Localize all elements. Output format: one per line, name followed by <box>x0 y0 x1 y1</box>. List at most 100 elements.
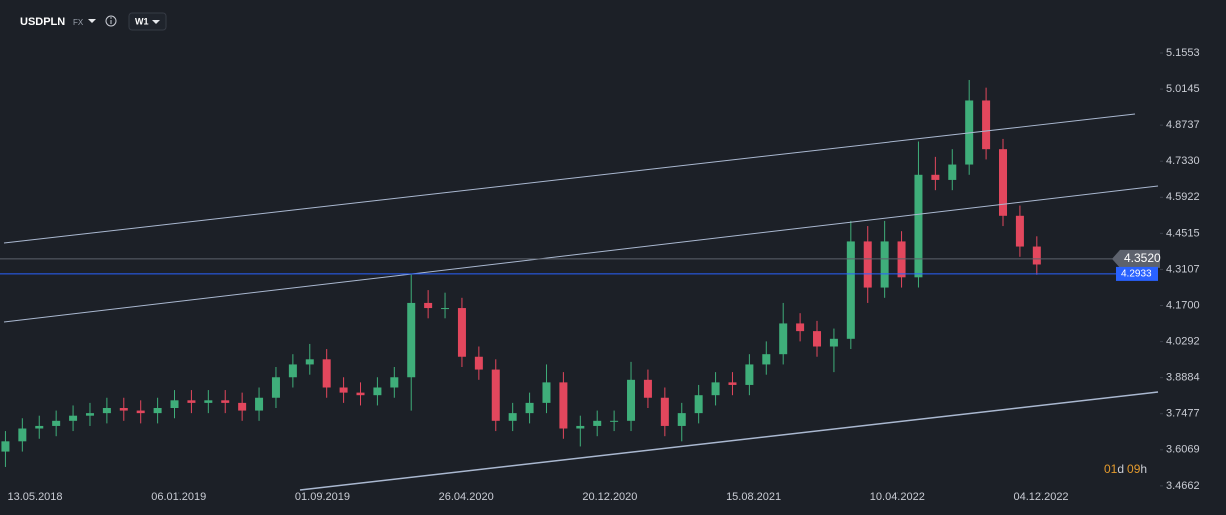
candle-body <box>170 400 179 409</box>
x-tick-label: 01.09.2019 <box>295 491 350 503</box>
y-tick-label: 4.7330 <box>1166 155 1200 167</box>
x-tick-label: 10.04.2022 <box>870 491 925 503</box>
candle-body <box>322 359 331 388</box>
candle-body <box>288 364 297 378</box>
candle-body <box>52 420 61 426</box>
candle-body <box>576 425 585 429</box>
candle-body <box>491 369 500 421</box>
candle-body <box>255 397 264 411</box>
candle-body <box>998 149 1007 216</box>
y-tick-label: 4.8737 <box>1166 119 1200 131</box>
symbol[interactable]: USDPLN <box>20 16 65 28</box>
candle-body <box>745 364 754 385</box>
y-tick-label: 3.4662 <box>1166 480 1200 492</box>
y-tick-label: 5.1553 <box>1166 47 1200 59</box>
countdown-hours: 09 <box>1127 462 1141 476</box>
candle-body <box>559 382 568 429</box>
candle-body <box>1015 215 1024 247</box>
last-price-tag <box>1112 249 1160 268</box>
countdown: 01d 09h <box>1104 462 1147 476</box>
candle-body <box>948 164 957 180</box>
candle-body <box>119 408 128 411</box>
candle-body <box>525 402 534 414</box>
candle-body <box>204 400 213 403</box>
candle-body <box>373 387 382 396</box>
candle-body <box>339 387 348 393</box>
candle-body <box>441 308 450 310</box>
candle-body <box>711 382 720 396</box>
timeframe-button[interactable] <box>128 12 167 31</box>
candle-body <box>846 241 855 339</box>
candle-body <box>610 420 619 422</box>
candle-body <box>153 408 162 414</box>
x-tick-label: 04.12.2022 <box>1014 491 1069 503</box>
candle-body <box>796 323 805 332</box>
candle-body <box>136 410 145 414</box>
candle-body <box>356 392 365 396</box>
candle-body <box>305 359 314 365</box>
y-tick-label: 3.8884 <box>1166 372 1200 384</box>
candle-body <box>238 402 247 411</box>
y-tick-label: 4.0292 <box>1166 335 1200 347</box>
candle-body <box>474 356 483 370</box>
x-tick-label: 20.12.2020 <box>582 491 637 503</box>
x-tick-label: 15.08.2021 <box>726 491 781 503</box>
y-tick-label: 4.3107 <box>1166 263 1200 275</box>
candle-body <box>85 413 94 416</box>
candle-body <box>407 302 416 378</box>
symbol-dropdown[interactable] <box>88 19 96 23</box>
y-tick-label: 4.1700 <box>1166 299 1200 311</box>
candle-body <box>593 420 602 426</box>
candle-body <box>35 425 44 429</box>
timeframe-dropdown <box>152 20 160 24</box>
candle-body <box>457 308 466 357</box>
y-tick-label: 3.7477 <box>1166 408 1200 420</box>
candle-body <box>390 377 399 388</box>
candle-body <box>643 379 652 398</box>
candle-body <box>69 415 78 421</box>
trend-line[interactable] <box>299 391 1159 491</box>
trend-line[interactable] <box>3 185 1159 323</box>
candle-body <box>931 174 940 180</box>
info-icon-dot <box>110 17 112 19</box>
candle-body <box>880 241 889 288</box>
trend-line[interactable] <box>3 113 1136 244</box>
countdown-days-unit: d <box>1117 462 1124 476</box>
candle-body <box>897 241 906 278</box>
y-tick-label: 4.4515 <box>1166 227 1200 239</box>
market: FX <box>73 18 84 27</box>
level-label: 4.2933 <box>1121 269 1152 280</box>
candle-body <box>187 400 196 403</box>
candle-body <box>102 408 111 414</box>
y-tick-label: 5.0145 <box>1166 83 1200 95</box>
candle-body <box>863 241 872 288</box>
level-tag <box>1116 266 1158 281</box>
candle-body <box>1 441 10 452</box>
candle-body <box>982 100 991 150</box>
countdown-days: 01 <box>1104 462 1118 476</box>
candle-body <box>694 395 703 414</box>
y-tick-label: 3.6069 <box>1166 444 1200 456</box>
x-tick-label: 06.01.2019 <box>151 491 206 503</box>
candle-body <box>542 382 551 403</box>
candle-body <box>660 397 669 426</box>
info-icon[interactable] <box>105 15 117 27</box>
x-tick-label: 26.04.2020 <box>439 491 494 503</box>
candle-body <box>829 338 838 347</box>
candle-body <box>813 331 822 347</box>
candle-body <box>271 377 280 398</box>
candle-body <box>762 354 771 365</box>
candle-body <box>508 413 517 421</box>
candle-body <box>779 323 788 355</box>
candle-body <box>914 174 923 278</box>
x-tick-label: 13.05.2018 <box>7 491 62 503</box>
y-tick-label: 4.5922 <box>1166 191 1200 203</box>
candle-body <box>1032 246 1041 265</box>
candle-body <box>627 379 636 421</box>
countdown-hours-unit: h <box>1140 462 1147 476</box>
overlay: 5.1553 5.0145 4.8737 4.7330 4.5922 4.4515 4.31… <box>0 47 1200 503</box>
candle-body <box>221 400 230 403</box>
